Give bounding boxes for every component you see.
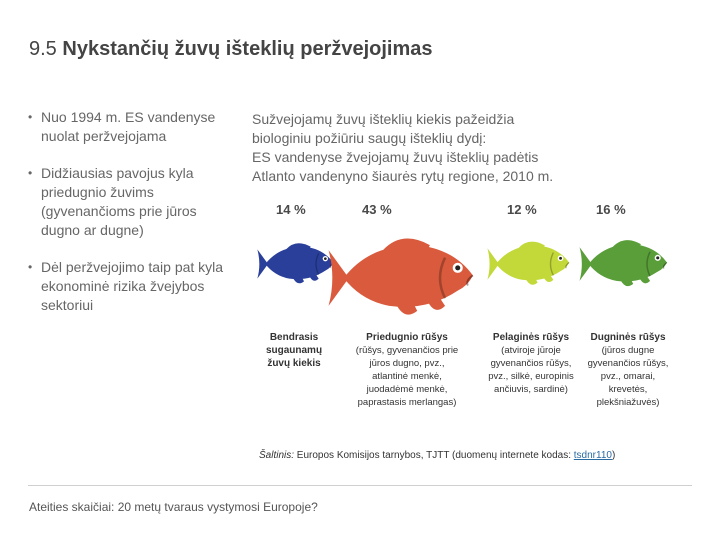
category-description: (rūšys, gyvenančios prie jūros dugno, pv… — [355, 345, 459, 408]
intro-line: Sužvejojamų žuvų išteklių kiekis pažeidž… — [252, 111, 515, 127]
category-column: Priedugnio rūšys (rūšys, gyvenančios pri… — [352, 331, 462, 409]
category-heading: Dugninės rūšys — [590, 332, 666, 343]
fish-icon — [579, 240, 668, 287]
category-heading: Bendrasis sugaunamų žuvų kiekis — [265, 332, 323, 369]
percent-label: 16 % — [596, 202, 626, 217]
source-label: Šaltinis: — [259, 450, 295, 461]
category-description: (jūros dugne gyvenančios rūšys, pvz., om… — [587, 345, 669, 408]
percent-label: 12 % — [507, 202, 537, 217]
bullet-item: Dėl peržvejojimo taip pat kyla ekonominė… — [28, 258, 228, 315]
source-note: Šaltinis: Europos Komisijos tarnybos, TJ… — [259, 450, 615, 461]
source-text: Europos Komisijos tarnybos, TJTT (duomen… — [294, 450, 574, 461]
fish-icon — [257, 243, 334, 284]
intro-line: biologiniu požiūriu saugų išteklių dydį: — [252, 130, 487, 146]
source-end: ) — [611, 450, 616, 461]
title-number: 9.5 — [29, 38, 57, 60]
intro-text: Sužvejojamų žuvų išteklių kiekis pažeidž… — [252, 110, 652, 186]
bullet-item: Didžiausias pavojus kyla priedugnio žuvi… — [28, 164, 228, 240]
bullet-item: Nuo 1994 m. ES vandenyse nuolat peržvejo… — [28, 108, 228, 146]
intro-line: Atlanto vandenyno šiaurės rytų regione, … — [252, 168, 554, 184]
footer-divider — [28, 485, 692, 486]
footer-text: Ateities skaičiai: 20 metų tvaraus vysty… — [29, 500, 318, 514]
bullet-list: Nuo 1994 m. ES vandenyse nuolat peržvejo… — [28, 108, 228, 333]
percent-label: 43 % — [362, 202, 392, 217]
fish-icon — [487, 241, 570, 285]
category-column: Dugninės rūšys (jūros dugne gyvenančios … — [582, 331, 674, 409]
fish-icon — [328, 238, 474, 315]
percent-label: 14 % — [276, 202, 306, 217]
category-column: Pelaginės rūšys (atviroje jūroje gyvenan… — [482, 331, 580, 396]
data-code-link[interactable]: tsdnr110 — [573, 450, 612, 461]
category-column: Bendrasis sugaunamų žuvų kiekis — [258, 331, 330, 370]
intro-line: ES vandenyse žvejojamų žuvų išteklių pad… — [252, 149, 539, 165]
category-description: (atviroje jūroje gyvenančios rūšys, pvz.… — [488, 345, 574, 395]
category-heading: Priedugnio rūšys — [366, 332, 448, 343]
title-text: Nykstančių žuvų išteklių peržvejojimas — [62, 38, 433, 60]
category-heading: Pelaginės rūšys — [492, 332, 570, 343]
page-title: 9.5 Nykstančių žuvų išteklių peržvejojim… — [29, 38, 433, 61]
